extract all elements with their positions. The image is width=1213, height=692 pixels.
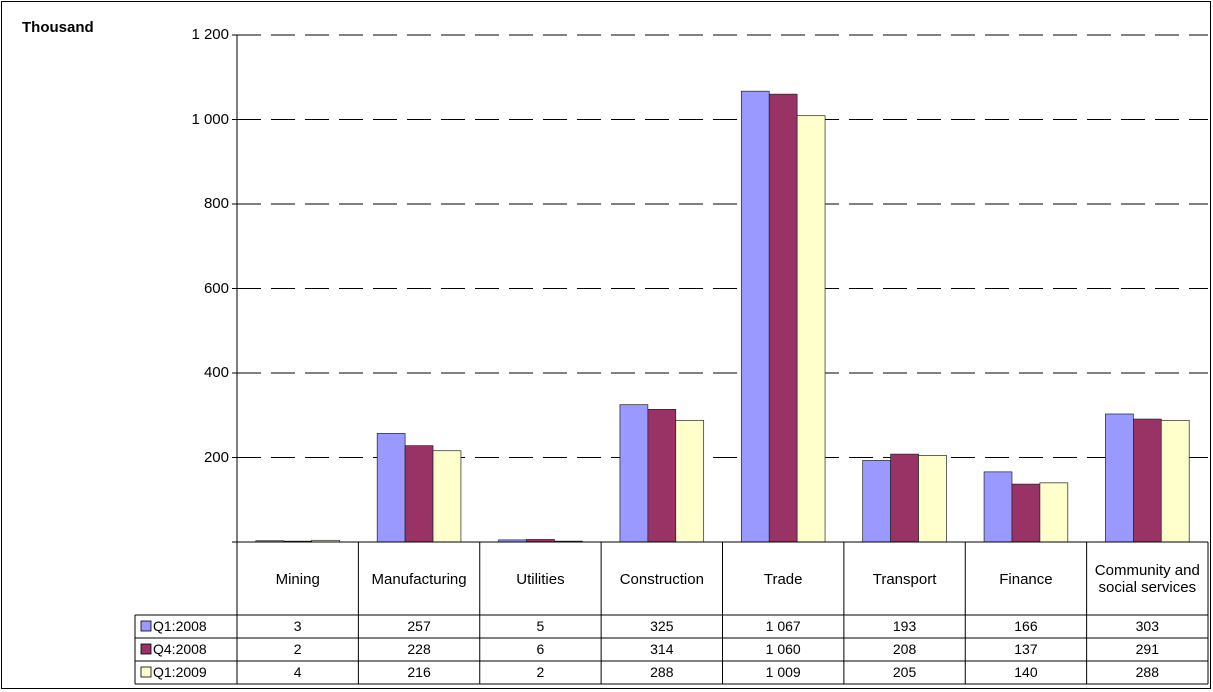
bar bbox=[1105, 413, 1134, 543]
table-value: 228 bbox=[407, 641, 431, 657]
table-value: 137 bbox=[1014, 641, 1038, 657]
bar bbox=[890, 453, 919, 543]
bar bbox=[740, 90, 770, 543]
y-tick-label: 1 200 bbox=[191, 26, 229, 43]
bar bbox=[675, 419, 705, 543]
legend-label: Q4:2008 bbox=[153, 641, 207, 657]
table-value: 303 bbox=[1135, 618, 1159, 634]
legend-key bbox=[140, 666, 152, 678]
bar bbox=[1160, 419, 1190, 543]
table-value: 4 bbox=[293, 664, 302, 680]
bar bbox=[768, 93, 798, 543]
y-axis-label: Thousand bbox=[22, 19, 94, 36]
bar bbox=[404, 445, 434, 543]
bar bbox=[918, 455, 947, 543]
category-label: Community and social services bbox=[1094, 562, 1200, 596]
bar bbox=[1011, 483, 1041, 543]
table-value: 288 bbox=[650, 664, 674, 680]
legend-key bbox=[140, 643, 152, 655]
legend-key bbox=[140, 620, 152, 632]
table-value: 1 009 bbox=[765, 664, 801, 680]
category-label: Finance bbox=[999, 570, 1053, 588]
table-value: 166 bbox=[1014, 618, 1038, 634]
table-value: 216 bbox=[407, 664, 431, 680]
table-value: 1 067 bbox=[765, 618, 801, 634]
table-value: 3 bbox=[293, 618, 302, 634]
bar bbox=[983, 471, 1013, 543]
y-tick-label: 200 bbox=[203, 448, 229, 466]
category-label: Mining bbox=[275, 570, 320, 588]
bar bbox=[647, 408, 677, 543]
category-label: Construction bbox=[619, 570, 704, 588]
table-value: 193 bbox=[892, 618, 917, 634]
category-label: Transport bbox=[872, 570, 937, 588]
y-tick-label: 800 bbox=[203, 195, 229, 212]
bar bbox=[619, 404, 649, 543]
bar bbox=[376, 433, 406, 543]
table-value: 208 bbox=[892, 641, 917, 657]
table-value: 325 bbox=[650, 618, 674, 634]
bar bbox=[1133, 418, 1162, 543]
bar bbox=[796, 115, 826, 543]
bar bbox=[1039, 482, 1069, 543]
table-value: 6 bbox=[536, 641, 545, 657]
bar bbox=[432, 450, 462, 543]
table-value: 288 bbox=[1135, 664, 1159, 680]
y-tick-label: 400 bbox=[203, 364, 229, 381]
category-label: Manufacturing bbox=[371, 570, 467, 588]
table-value: 314 bbox=[650, 641, 674, 657]
table-value: 5 bbox=[536, 618, 545, 634]
table-value: 1 060 bbox=[765, 641, 801, 657]
bar bbox=[862, 460, 891, 543]
y-tick-label: 600 bbox=[203, 279, 229, 297]
table-value: 205 bbox=[892, 664, 917, 680]
category-label: Utilities bbox=[516, 570, 565, 588]
legend-label: Q1:2009 bbox=[153, 664, 207, 680]
table-value: 2 bbox=[293, 641, 302, 657]
y-tick-label: 1 000 bbox=[191, 110, 229, 128]
category-label: Trade bbox=[763, 570, 803, 588]
table-value: 2 bbox=[536, 664, 545, 680]
table-value: 257 bbox=[407, 618, 431, 634]
table-value: 291 bbox=[1135, 641, 1159, 657]
legend-label: Q1:2008 bbox=[153, 618, 207, 634]
table-value: 140 bbox=[1014, 664, 1038, 680]
